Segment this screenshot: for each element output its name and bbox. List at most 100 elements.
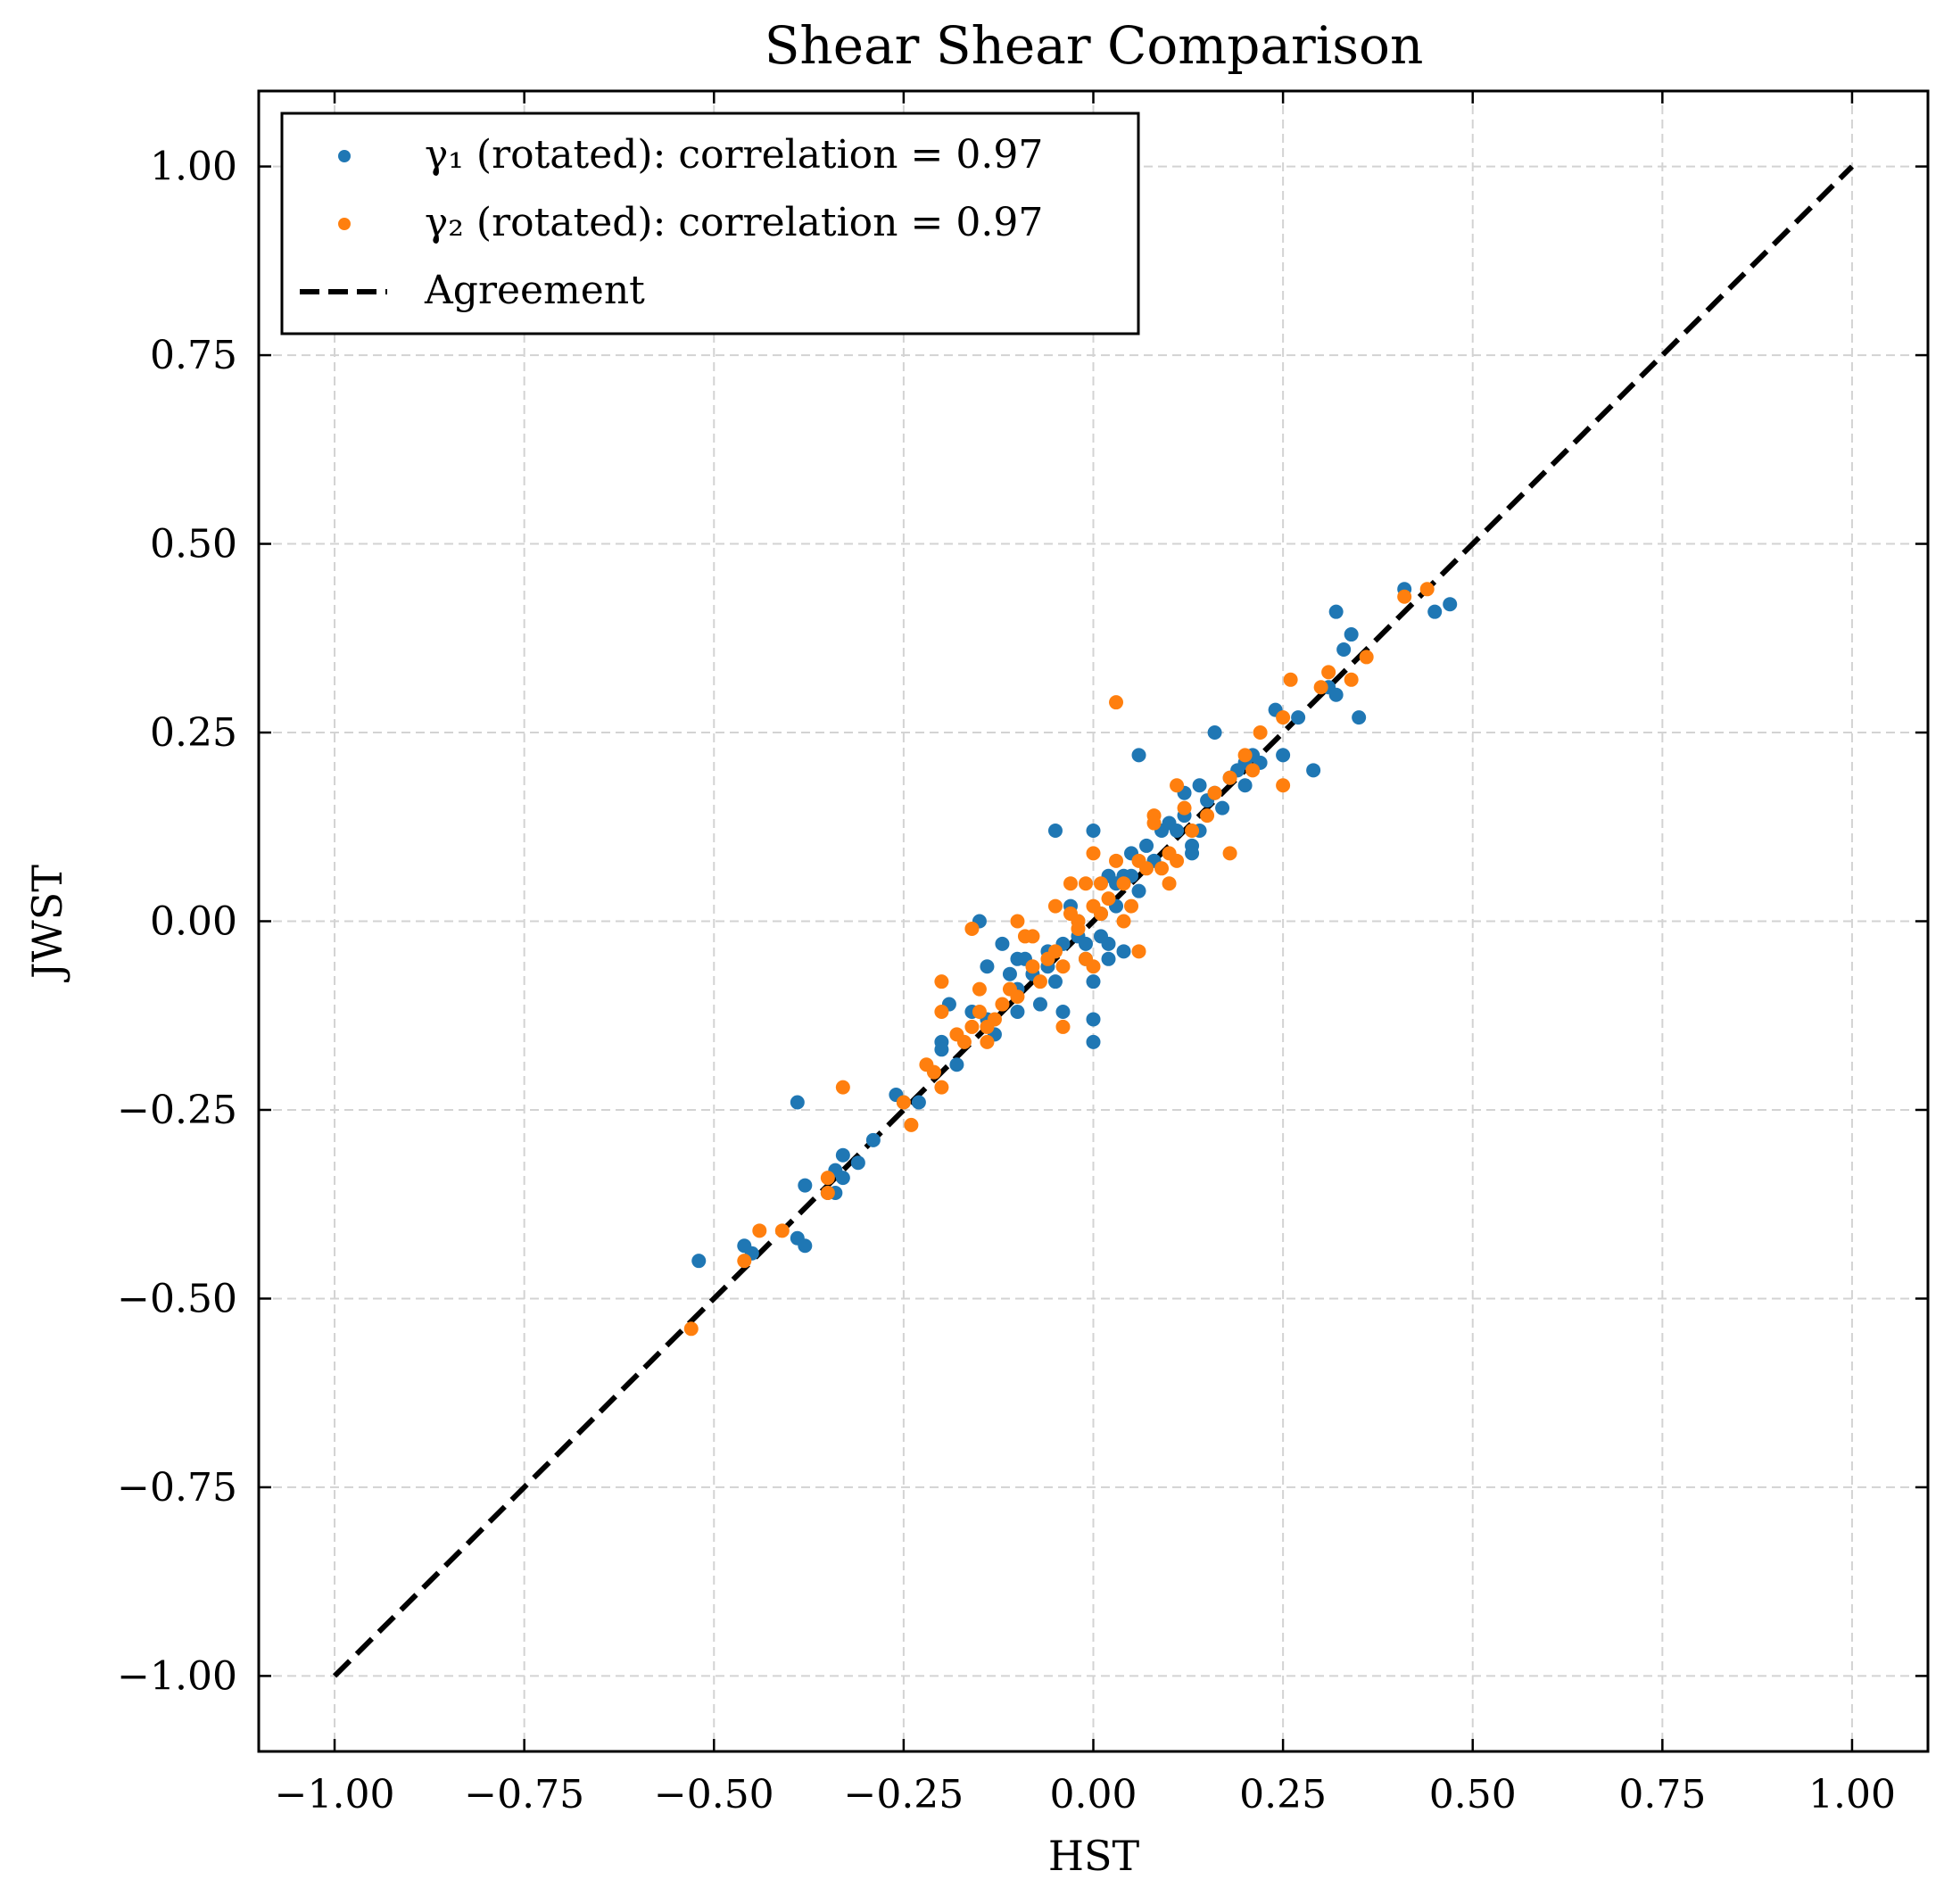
point-gamma1-94 [1427,604,1443,619]
point-gamma2-10 [926,1064,941,1080]
point-gamma2-71 [1253,725,1268,741]
point-gamma1-72 [1192,778,1207,793]
point-gamma1-18 [934,1042,949,1057]
point-gamma2-8 [904,1117,919,1132]
chart-title: Shear Shear Comparison [765,15,1424,76]
point-gamma2-7 [896,1095,911,1110]
point-gamma2-17 [964,921,980,936]
point-gamma2-69 [1237,748,1253,763]
x-tick-label-3: −0.25 [843,1772,964,1817]
legend-label-gamma2: γ₂ (rotated): correlation = 0.97 [425,200,1043,245]
x-tick-label-0: −1.00 [275,1772,395,1817]
legend: γ₁ (rotated): correlation = 0.97 γ₂ (rot… [280,112,1140,335]
point-gamma2-30 [1032,974,1047,989]
point-gamma2-78 [1359,650,1374,665]
point-gamma2-73 [1276,778,1291,793]
point-gamma2-66 [1207,785,1222,800]
point-gamma1-92 [1352,710,1367,725]
point-gamma2-53 [1131,944,1146,959]
data-points-layer [683,582,1458,1337]
point-gamma2-77 [1344,672,1359,687]
point-gamma1-23 [980,959,995,974]
point-gamma2-3 [774,1223,790,1238]
x-tick-label-2: −0.50 [654,1772,774,1817]
point-gamma2-5 [820,1171,835,1186]
point-gamma1-74 [1207,725,1222,741]
point-gamma2-79 [1397,589,1412,604]
point-gamma1-13 [865,1132,881,1147]
point-gamma2-11 [934,1080,949,1095]
point-gamma1-61 [1131,883,1146,898]
point-gamma1-45 [1086,974,1101,989]
point-gamma1-80 [1237,778,1253,793]
y-tick-label-2: −0.50 [117,1276,237,1321]
point-gamma2-44 [1086,959,1101,974]
point-gamma2-1 [737,1254,752,1269]
point-gamma2-4 [820,1186,835,1201]
point-gamma2-23 [995,997,1010,1012]
point-gamma1-37 [1047,974,1063,989]
point-gamma2-13 [934,974,949,989]
point-gamma2-64 [1185,823,1200,838]
point-gamma1-76 [1215,800,1230,815]
y-tick-labels: −1.00 −0.75 −0.50 −0.25 0.00 0.25 0.50 0.75 1.00 [117,145,237,1700]
point-gamma2-59 [1162,876,1177,891]
point-gamma2-33 [1047,898,1063,914]
x-tick-labels: −1.00 −0.75 −0.50 −0.25 0.00 0.25 0.50 0.75 1.00 [275,1772,1896,1817]
point-gamma1-11 [835,1171,850,1186]
point-gamma2-57 [1146,815,1162,831]
point-gamma2-19 [972,1005,987,1020]
legend-marker-gamma1 [338,150,351,162]
point-gamma2-28 [1025,959,1040,974]
point-gamma2-35 [1055,1019,1071,1034]
point-gamma2-65 [1200,808,1215,824]
point-gamma2-70 [1245,763,1261,778]
point-gamma1-6 [798,1178,813,1193]
legend-label-agreement: Agreement [424,268,645,313]
point-gamma1-52 [1101,951,1116,966]
point-gamma1-66 [1170,823,1185,838]
point-gamma1-26 [995,936,1010,951]
point-gamma1-86 [1306,763,1321,778]
y-tick-label-6: 0.50 [150,522,237,567]
point-gamma1-90 [1336,642,1352,657]
point-gamma2-45 [1094,876,1109,891]
point-gamma2-51 [1116,914,1131,929]
point-gamma2-20 [980,1034,995,1049]
x-tick-label-1: −0.75 [464,1772,584,1817]
point-gamma1-62 [1139,838,1154,853]
x-tick-label-7: 0.75 [1618,1772,1706,1817]
y-tick-label-7: 0.75 [150,333,237,378]
point-gamma2-2 [752,1223,767,1238]
point-gamma2-52 [1124,898,1139,914]
point-gamma2-43 [1086,846,1101,861]
point-gamma1-60 [1131,748,1146,763]
point-gamma2-58 [1154,861,1170,876]
point-gamma2-50 [1116,876,1131,891]
point-gamma2-61 [1170,778,1185,793]
point-gamma1-12 [850,1155,865,1171]
legend-label-gamma1: γ₁ (rotated): correlation = 0.97 [425,132,1043,178]
point-gamma2-25 [1010,989,1025,1005]
x-tick-label-4: 0.00 [1050,1772,1137,1817]
point-gamma2-39 [1071,921,1086,936]
point-gamma2-48 [1109,853,1124,868]
point-gamma2-67 [1222,846,1237,861]
y-tick-label-1: −0.75 [117,1465,237,1511]
point-gamma1-0 [691,1254,707,1269]
legend-marker-gamma2 [338,218,351,230]
point-gamma2-63 [1177,800,1192,815]
point-gamma1-48 [1086,823,1101,838]
point-gamma1-20 [949,1057,964,1072]
legend-box [280,112,1140,335]
point-gamma2-18 [972,981,987,997]
point-gamma1-84 [1276,748,1291,763]
point-gamma1-36 [1047,823,1063,838]
point-gamma1-5 [798,1238,813,1254]
point-gamma2-26 [1010,914,1025,929]
point-gamma2-16 [964,1019,980,1034]
point-gamma1-57 [1116,944,1131,959]
point-gamma2-40 [1078,876,1093,891]
point-gamma2-0 [683,1321,699,1337]
